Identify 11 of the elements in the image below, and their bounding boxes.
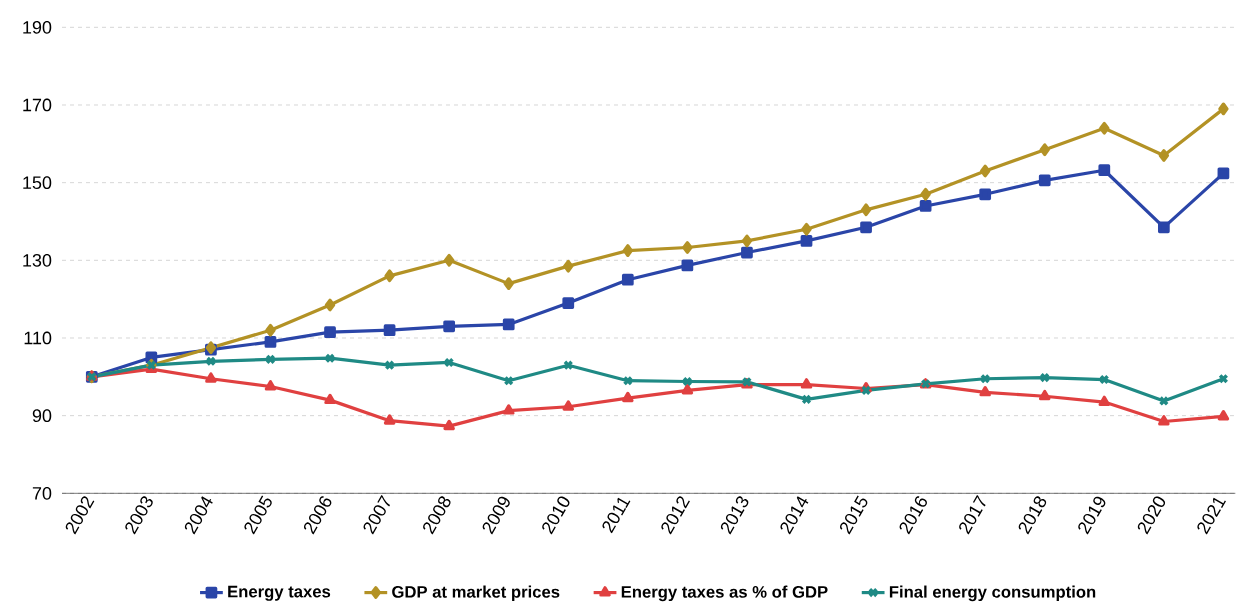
y-tick-label: 70 [32,486,52,500]
legend-label: Energy taxes [228,585,331,601]
legend-label: Final energy consumption [889,585,1096,602]
y-tick-label: 150 [23,176,52,190]
y-tick-label: 110 [24,331,52,345]
legend-label: Energy taxes as % of GDP [621,585,828,602]
y-tick-label: 190 [23,20,52,34]
y-tick-label: 170 [23,98,52,112]
y-tick-label: 90 [32,409,52,423]
legend-label: GDP at market prices [392,585,560,602]
y-tick-label: 130 [23,253,52,267]
